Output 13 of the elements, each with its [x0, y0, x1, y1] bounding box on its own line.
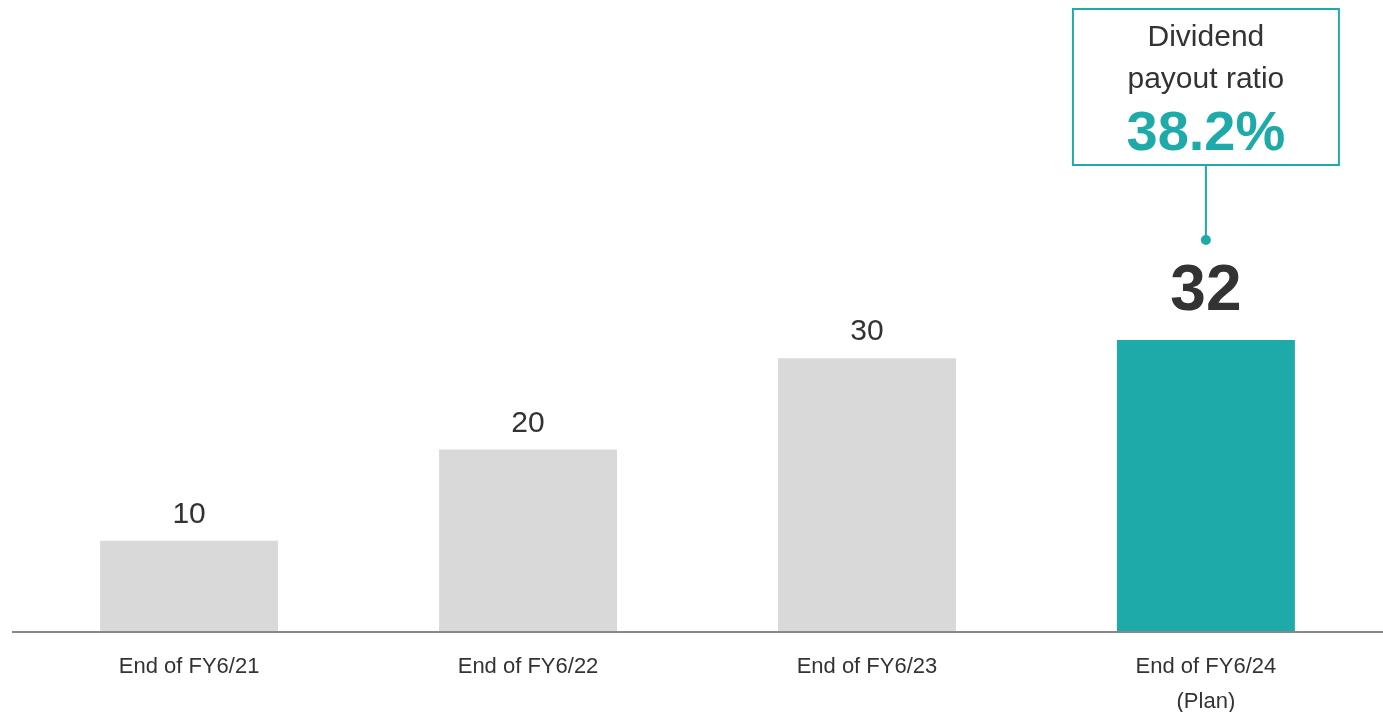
bar: [1116, 340, 1295, 632]
data-label: 32: [1170, 252, 1242, 324]
text: Dividend payout ratio 38.2%: [1126, 19, 1286, 162]
x-tick-label: End of FY6/22: [457, 653, 599, 678]
x-tick-label: End of FY6/23: [796, 653, 938, 678]
bar: [100, 540, 279, 632]
data-label: 10: [172, 495, 206, 529]
bar: [439, 449, 617, 632]
x-tick-label: End of FY6/24 (Plan): [1135, 653, 1277, 712]
data-label: 30: [850, 313, 884, 347]
data-label: 20: [511, 404, 545, 438]
bar: [778, 358, 956, 632]
x-tick-label: End of FY6/21: [118, 653, 260, 678]
